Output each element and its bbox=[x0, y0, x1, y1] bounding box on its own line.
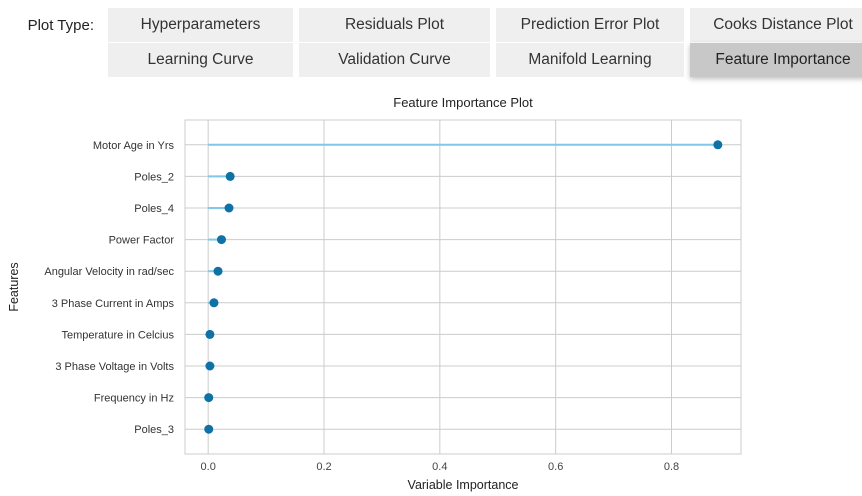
importance-marker bbox=[205, 361, 215, 371]
plot-type-label: Plot Type: bbox=[27, 16, 94, 34]
validation-curve-button[interactable]: Validation Curve bbox=[299, 43, 490, 77]
manifold-learning-button[interactable]: Manifold Learning bbox=[496, 43, 684, 77]
plot-type-button-grid: Hyperparameters Residuals Plot Predictio… bbox=[108, 8, 862, 77]
ticks-layer: 0.0 0.2 0.4 0.6 0.8 Motor Age in Yrs Poles_2 Po… bbox=[44, 140, 679, 473]
plot-frame bbox=[184, 119, 742, 455]
y-tick-label: Temperature in Celcius bbox=[62, 329, 175, 341]
y-tick-label: 3 Phase Voltage in Volts bbox=[55, 361, 174, 373]
x-tick-label: 0.8 bbox=[664, 461, 679, 473]
hyperparameters-button[interactable]: Hyperparameters bbox=[108, 8, 293, 42]
importance-marker bbox=[204, 393, 214, 403]
y-tick-label: Power Factor bbox=[109, 235, 175, 247]
x-tick-label: 0.6 bbox=[548, 461, 563, 473]
importance-marker bbox=[204, 424, 214, 434]
cooks-distance-plot-button[interactable]: Cooks Distance Plot bbox=[690, 8, 862, 42]
y-tick-label: 3 Phase Current in Amps bbox=[52, 298, 175, 310]
y-tick-label: Angular Velocity in rad/sec bbox=[44, 266, 174, 278]
importance-marker bbox=[213, 266, 223, 276]
y-tick-label: Poles_2 bbox=[134, 171, 174, 183]
y-tick-label: Frequency in Hz bbox=[94, 393, 174, 405]
importance-marker bbox=[225, 171, 235, 181]
importance-marker bbox=[205, 329, 215, 339]
feature-importance-chart: 0.0 0.2 0.4 0.6 0.8 Motor Age in Yrs Poles_2 Po… bbox=[7, 95, 742, 492]
plot-area-background bbox=[185, 120, 741, 454]
feature-importance-button[interactable]: Feature Importance bbox=[690, 43, 862, 77]
prediction-error-plot-button[interactable]: Prediction Error Plot bbox=[496, 8, 684, 42]
marks-layer bbox=[204, 140, 723, 434]
y-tick-label: Poles_4 bbox=[134, 203, 174, 215]
importance-marker bbox=[713, 140, 723, 150]
x-tick-label: 0.4 bbox=[432, 461, 447, 473]
x-tick-label: 0.2 bbox=[316, 461, 331, 473]
chart-title: Feature Importance Plot bbox=[393, 95, 533, 110]
x-axis-label: Variable Importance bbox=[408, 478, 519, 492]
importance-marker bbox=[216, 235, 226, 245]
residuals-plot-button[interactable]: Residuals Plot bbox=[299, 8, 490, 42]
learning-curve-button[interactable]: Learning Curve bbox=[108, 43, 293, 77]
y-axis-label: Features bbox=[7, 262, 21, 311]
y-tick-label: Poles_3 bbox=[134, 424, 174, 436]
x-tick-label: 0.0 bbox=[201, 461, 216, 473]
importance-marker bbox=[224, 203, 234, 213]
y-tick-label: Motor Age in Yrs bbox=[93, 140, 175, 152]
importance-marker bbox=[209, 298, 219, 308]
